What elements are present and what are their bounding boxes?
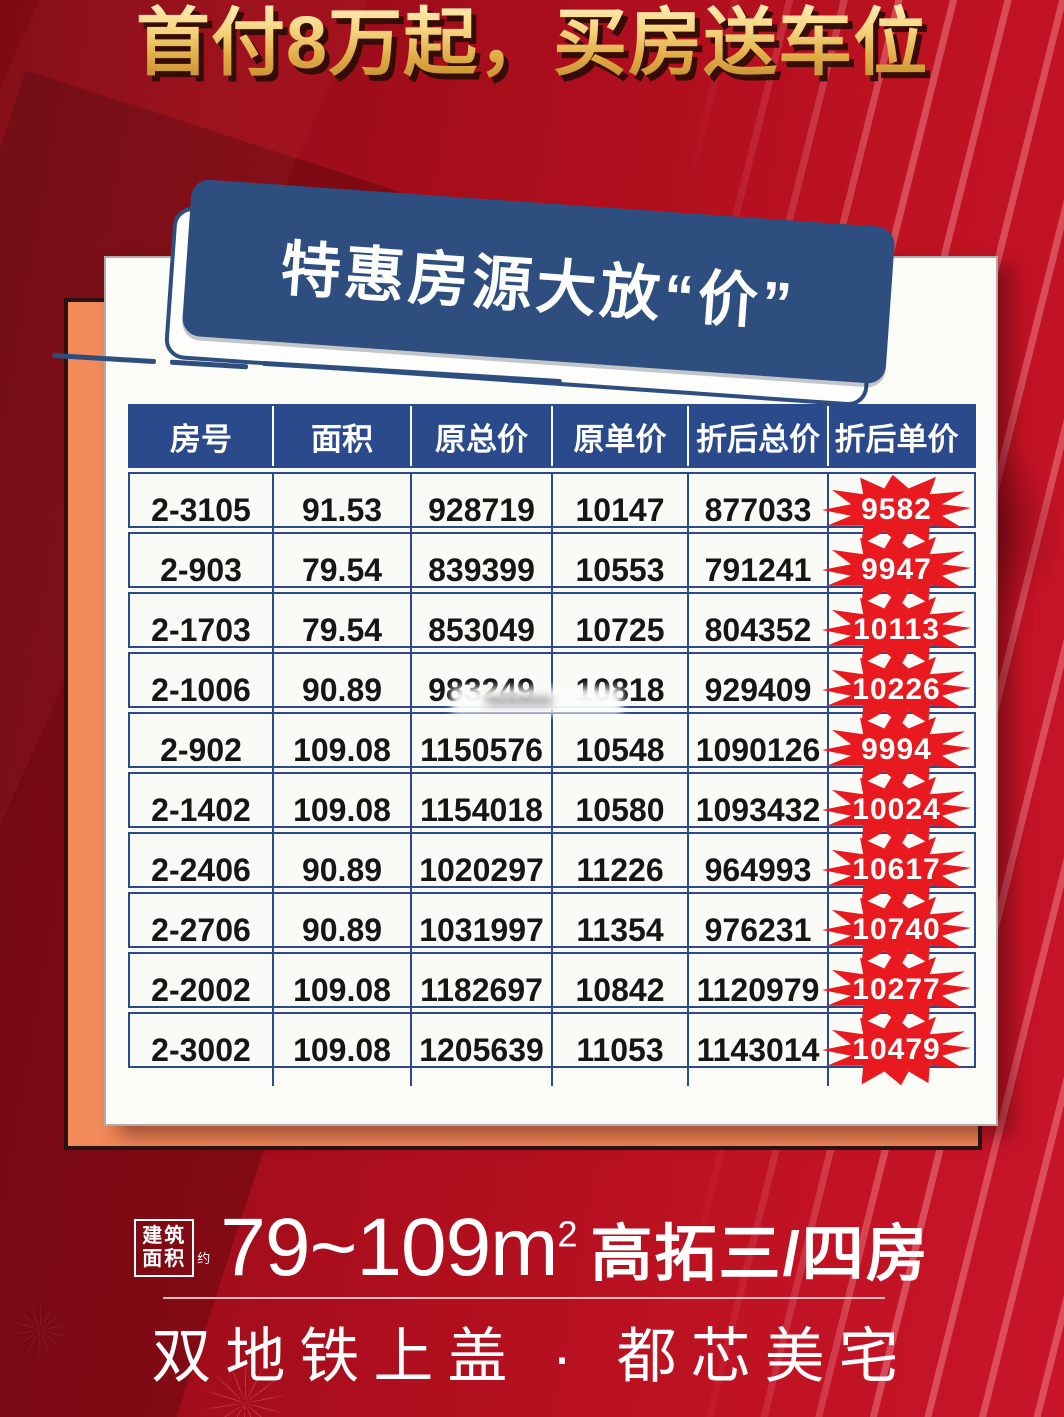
cell-area: 79.54 [272, 534, 410, 606]
cell-disc-unit: 9947 [822, 534, 971, 606]
cell-disc-total: 1143014 [687, 1014, 827, 1086]
cell-orig-unit: 10147 [551, 474, 687, 546]
cell-area: 91.53 [272, 474, 410, 546]
cell-room: 2-2002 [151, 971, 251, 1008]
cell-disc-total: 964993 [687, 834, 827, 906]
cell-disc-total: 1120979 [687, 954, 827, 1026]
cell-orig-total: 1205639 [410, 1014, 551, 1086]
banner-title: 特惠房源大放“价” [278, 235, 798, 338]
cell-orig-unit: 10842 [551, 954, 687, 1026]
header-disc-total: 折后总价 [687, 406, 827, 466]
cell-orig-total: 928719 [410, 474, 551, 546]
starburst-badge: 10479 [822, 1014, 971, 1086]
area-approx: 约 [197, 1250, 211, 1266]
cell-disc-total: 976231 [687, 894, 827, 966]
cell-disc-unit: 10226 [822, 654, 971, 726]
cell-area: 109.08 [272, 1014, 410, 1086]
cell-disc-total: 1090126 [687, 714, 827, 786]
cell-disc-unit: 10113 [822, 594, 971, 666]
table-row: 2-902 109.08 1150576 10548 1090126 9994 [128, 712, 976, 786]
area-range: 79~109m2 [220, 1201, 577, 1295]
header-room: 房号 [170, 421, 232, 457]
header-disc-unit: 折后单价 [827, 406, 964, 466]
area-range-value: 79~109m [220, 1202, 558, 1293]
table-header-row: 房号 面积 原总价 原单价 折后总价 折后单价 [128, 404, 976, 468]
table-row: 2-2706 90.89 1031997 11354 976231 10740 [128, 892, 976, 966]
table-row: 2-3002 109.08 1205639 11053 1143014 1047… [128, 1012, 976, 1086]
cell-area: 90.89 [272, 894, 410, 966]
table-row: 2-903 79.54 839399 10553 791241 9947 [128, 532, 976, 606]
footer-divider [163, 1297, 885, 1299]
cell-area: 109.08 [272, 954, 410, 1026]
cell-room: 2-903 [160, 551, 242, 588]
cell-disc-unit: 10617 [822, 834, 971, 906]
cell-orig-total: 1154018 [410, 774, 551, 846]
footer-spec-row: 建筑 面积 约 79~109m2 高拓三/四房 [0, 1198, 1064, 1298]
cell-disc-unit: 10277 [822, 954, 971, 1026]
footer-headline: 高拓三/四房 [590, 1220, 930, 1289]
cell-disc-total: 1093432 [687, 774, 827, 846]
cell-orig-unit: 11354 [551, 894, 687, 966]
cell-orig-total: 839399 [410, 534, 551, 606]
cell-disc-total: 804352 [687, 594, 827, 666]
firework-icon [10, 1300, 70, 1360]
cell-disc-unit: 10024 [822, 774, 971, 846]
area-range-sup: 2 [557, 1213, 577, 1255]
cell-disc-unit: 9994 [822, 714, 971, 786]
header-area: 面积 [272, 406, 410, 466]
cell-room: 2-2706 [151, 911, 251, 948]
area-label-top: 建筑 [142, 1225, 187, 1247]
cell-orig-total: 1020297 [410, 834, 551, 906]
cell-room: 2-1703 [151, 611, 251, 648]
cell-room: 2-1006 [151, 671, 251, 708]
area-label-box: 建筑 面积 [134, 1219, 195, 1277]
cell-area: 109.08 [272, 714, 410, 786]
cell-disc-total: 791241 [687, 534, 827, 606]
cell-disc-unit: 10740 [822, 894, 971, 966]
cell-orig-unit: 10580 [551, 774, 687, 846]
cell-area: 109.08 [272, 774, 410, 846]
cell-orig-total: 1031997 [410, 894, 551, 966]
cell-orig-unit: 10553 [551, 534, 687, 606]
cell-orig-unit: 10725 [551, 594, 687, 666]
cell-orig-total: 1182697 [410, 954, 551, 1026]
cell-disc-unit: 10479 [822, 1014, 971, 1086]
header-orig-unit: 原单价 [551, 406, 687, 466]
table-row: 2-1402 109.08 1154018 10580 1093432 1002… [128, 772, 976, 846]
footer-subline: 双地铁上盖 · 都芯美宅 [151, 1323, 913, 1390]
promo-title: 首付8万起，买房送车位 [0, 1, 1064, 85]
cell-room: 2-902 [160, 731, 242, 768]
removed-watermark-smudge [452, 688, 622, 714]
cell-orig-unit: 11053 [551, 1014, 687, 1086]
table-row: 2-2406 90.89 1020297 11226 964993 10617 [128, 832, 976, 906]
cell-orig-unit: 11226 [551, 834, 687, 906]
cell-disc-total: 877033 [687, 474, 827, 546]
table-row: 2-2002 109.08 1182697 10842 1120979 1027… [128, 952, 976, 1026]
cell-room: 2-3002 [151, 1031, 251, 1068]
cell-area: 90.89 [272, 654, 410, 726]
table-row: 2-3105 91.53 928719 10147 877033 9582 [128, 472, 976, 546]
cell-disc-total: 929409 [687, 654, 827, 726]
cell-room: 2-2406 [151, 851, 251, 888]
cell-orig-total: 1150576 [410, 714, 551, 786]
cell-room: 2-3105 [151, 491, 251, 528]
cell-area: 90.89 [272, 834, 410, 906]
cell-room: 2-1402 [151, 791, 251, 828]
cell-orig-total: 853049 [410, 594, 551, 666]
price-table: 房号 面积 原总价 原单价 折后总价 折后单价 2-3105 91.53 928… [128, 404, 976, 1086]
cell-disc-unit: 9582 [822, 474, 971, 546]
cell-area: 79.54 [272, 594, 410, 666]
area-label-bottom: 面积 [142, 1248, 187, 1270]
cell-orig-unit: 10548 [551, 714, 687, 786]
header-orig-total: 原总价 [410, 406, 551, 466]
table-row: 2-1703 79.54 853049 10725 804352 10113 [128, 592, 976, 666]
